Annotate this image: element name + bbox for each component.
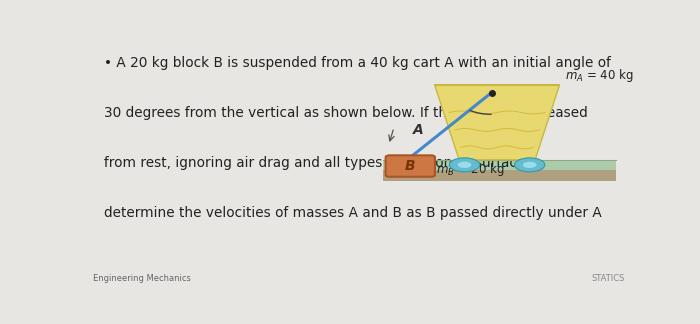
Text: Engineering Mechanics: Engineering Mechanics [93, 274, 191, 284]
Bar [383, 170, 617, 181]
Text: B: B [405, 159, 416, 173]
Polygon shape [435, 85, 559, 160]
Text: from rest, ignoring air drag and all types of friction at surfaces,: from rest, ignoring air drag and all typ… [104, 156, 536, 170]
Bar [383, 160, 617, 170]
Text: STATICS: STATICS [592, 274, 624, 284]
Circle shape [514, 158, 545, 172]
Text: $m_A$ = 40 kg: $m_A$ = 40 kg [565, 66, 634, 84]
Text: determine the velocities of masses A and B as B passed directly under A: determine the velocities of masses A and… [104, 206, 601, 220]
Text: • A 20 kg block B is suspended from a 40 kg cart A with an initial angle of: • A 20 kg block B is suspended from a 40… [104, 56, 610, 70]
Circle shape [458, 162, 471, 168]
Text: 30 degrees from the vertical as shown below. If the system is released: 30 degrees from the vertical as shown be… [104, 106, 587, 120]
Text: $m_B$ = 20 kg: $m_B$ = 20 kg [436, 161, 505, 178]
Text: 30°: 30° [505, 119, 526, 132]
FancyBboxPatch shape [386, 155, 435, 177]
Circle shape [523, 162, 536, 168]
Text: A: A [413, 123, 424, 137]
Circle shape [449, 158, 480, 172]
